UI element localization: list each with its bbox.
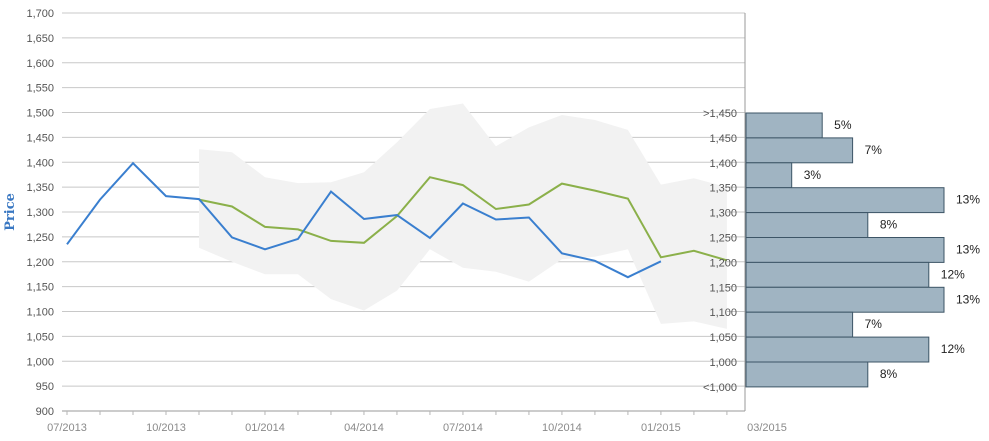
x-tick-label: 01/2014 [245, 422, 285, 434]
distribution-bin-label: 1,450 [709, 133, 737, 145]
distribution-bar [745, 137, 854, 164]
y-tick-label: 1,500 [26, 108, 54, 120]
y-tick-label: 1,600 [26, 58, 54, 70]
y-axis-label: Price [3, 193, 18, 231]
distribution-bar [745, 162, 793, 189]
y-tick-label: 1,150 [26, 282, 54, 294]
distribution-pct-label: 7% [865, 143, 883, 157]
distribution-bar [745, 261, 930, 288]
distribution-bin-label: 1,150 [709, 282, 737, 294]
distribution-pct-label: 8% [880, 218, 898, 232]
x-tick-label: 10/2014 [542, 422, 582, 434]
x-tick-label: 04/2014 [344, 422, 384, 434]
x-tick-label: 07/2013 [47, 422, 87, 434]
distribution-bin-label: 1,100 [709, 307, 737, 319]
forecast-range-area [199, 103, 727, 329]
y-tick-label: 1,200 [26, 257, 54, 269]
distribution-bar [745, 112, 823, 139]
y-tick-label: 1,250 [26, 232, 54, 244]
distribution-pct-label: 8% [880, 367, 898, 381]
distribution-pct-label: 5% [834, 118, 852, 132]
y-tick-label: 1,100 [26, 307, 54, 319]
y-tick-label: 1,400 [26, 157, 54, 169]
forecast-band [199, 103, 727, 329]
series-lines [66, 161, 728, 279]
distribution-pct-label: 13% [956, 292, 980, 306]
distribution-bar [745, 311, 854, 338]
y-tick-label: 1,700 [26, 8, 54, 20]
distribution-bin-label: 1,250 [709, 233, 737, 245]
distribution-bin-label: 1,050 [709, 332, 737, 344]
x-tick-label: 03/2015 [747, 422, 787, 434]
distribution-bar [745, 212, 869, 239]
x-tick-label: 01/2015 [641, 422, 681, 434]
forecast-price-line [198, 176, 728, 262]
distribution-bar [745, 361, 869, 388]
y-tick-label: 1,050 [26, 331, 54, 343]
x-tick-label: 07/2014 [443, 422, 483, 434]
y-tick-label: 1,300 [26, 207, 54, 219]
y-tick-label: 1,450 [26, 132, 54, 144]
distribution-pct-label: 13% [956, 193, 980, 207]
distribution-pct-label: 12% [941, 267, 965, 281]
distribution-pct-label: 7% [865, 317, 883, 331]
x-tick-label: 10/2013 [146, 422, 186, 434]
distribution-bar [745, 187, 945, 214]
distribution-bin-label: 1,000 [709, 357, 737, 369]
y-tick-label: 950 [36, 381, 54, 393]
distribution-bar [745, 237, 945, 263]
distribution-bar [745, 336, 930, 363]
axes: 900 950 1,000 1,050 1,100 1,150 1,200 1,250 1,30… [26, 8, 786, 434]
distribution-bars: >1,450 5% 1,450 7% 1,400 3% 1,350 13% 1,300 8% 1,2… [703, 108, 980, 394]
y-tick-label: 1,000 [26, 356, 54, 368]
distribution-bin-label: 1,300 [709, 208, 737, 220]
distribution-bin-label: 1,400 [709, 158, 737, 170]
historical-price-line [66, 161, 662, 279]
y-tick-label: 1,550 [26, 83, 54, 95]
distribution-pct-label: 12% [941, 342, 965, 356]
distribution-pct-label: 3% [804, 168, 822, 182]
distribution-bin-label: 1,350 [709, 183, 737, 195]
distribution-bar [745, 286, 945, 313]
distribution-bin-label: 1,200 [709, 257, 737, 269]
y-tick-label: 900 [36, 406, 54, 418]
distribution-bin-label: >1,450 [703, 108, 737, 120]
y-tick-label: 1,350 [26, 182, 54, 194]
y-tick-label: 1,650 [26, 33, 54, 45]
distribution-bin-label: <1,000 [703, 382, 737, 394]
distribution-pct-label: 13% [956, 243, 980, 257]
